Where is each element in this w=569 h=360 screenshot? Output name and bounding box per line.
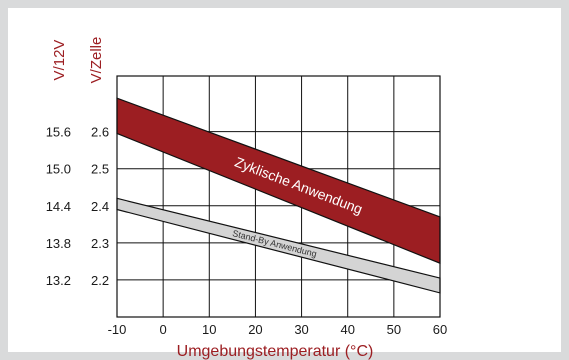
x-tick-label: 40: [340, 322, 354, 337]
y-tick-label-12v: 13.2: [46, 273, 71, 288]
plot-border: [116, 75, 441, 318]
y-tick-label-cell: 2.4: [91, 199, 109, 214]
x-tick-label: 10: [202, 322, 216, 337]
x-tick-label: 50: [387, 322, 401, 337]
y-tick-label-12v: 15.0: [46, 162, 71, 177]
y-tick-label-12v: 13.8: [46, 236, 71, 251]
x-tick-labels: -10 0 10 20 30 40 50 60: [108, 322, 448, 337]
y-tick-labels: 15.6 2.6 15.0 2.5 14.4 2.4 13.8 2.3 13.2 2.2: [46, 125, 109, 288]
y-tick-label-cell: 2.5: [91, 162, 109, 177]
y-tick-label-12v: 14.4: [46, 199, 71, 214]
x-axis-title: Umgebungstemperatur (°C): [177, 343, 374, 360]
axes: [116, 75, 441, 318]
y-tick-label-cell: 2.6: [91, 125, 109, 140]
y-tick-label-cell: 2.3: [91, 236, 109, 251]
x-tick-label: 30: [294, 322, 308, 337]
x-tick-label: 0: [160, 322, 167, 337]
y-axis-title-12v: V/12V: [51, 40, 68, 81]
x-tick-label: 20: [248, 322, 262, 337]
x-tick-label: 60: [433, 322, 447, 337]
y-axis-title-cell: V/Zelle: [88, 37, 105, 84]
y-tick-label-12v: 15.6: [46, 125, 71, 140]
y-tick-label-cell: 2.2: [91, 273, 109, 288]
x-tick-label: -10: [108, 322, 127, 337]
